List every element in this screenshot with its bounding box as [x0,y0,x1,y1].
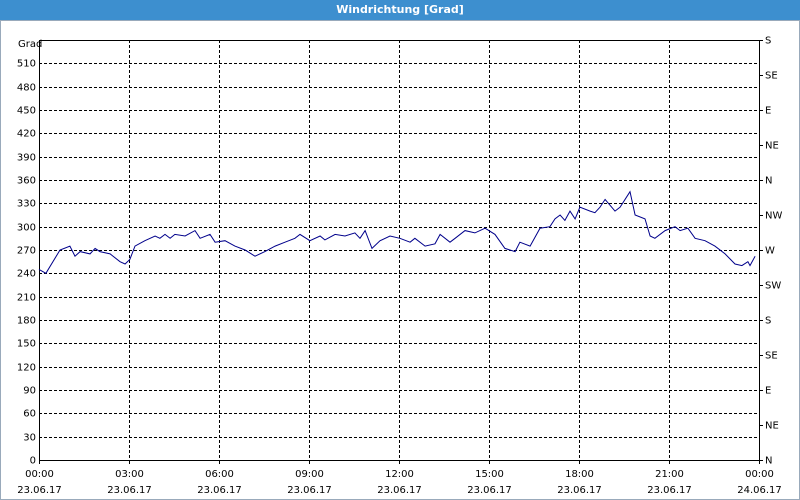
y-tick-label: 480 [17,83,36,94]
y2-tick-label: E [765,386,771,397]
y2-tick-label: E [765,106,771,117]
x-tick-label: 12:00 [385,469,414,480]
y-tick-label: 210 [17,293,36,304]
y-tick-label: 0 [30,456,36,467]
plot-border [39,40,760,461]
data-line [38,190,756,274]
y-tick-label: 270 [17,246,36,257]
y-tick-label: 360 [17,176,36,187]
y-tick-label: 150 [17,339,36,350]
y2-tick-label: NE [765,141,779,152]
x-tick-date: 23.06.17 [647,485,692,496]
x-tick-label: 21:00 [655,469,684,480]
x-tick-date: 23.06.17 [557,485,602,496]
y-tick-label: 510 [17,59,36,70]
y2-tick-label: NE [765,421,779,432]
y-tick-label: 90 [23,386,36,397]
x-tick-date: 23.06.17 [287,485,332,496]
y-tick-label: 450 [17,106,36,117]
x-tick-date: 23.06.17 [17,485,62,496]
y2-tick-label: N [765,176,772,187]
y2-tick-label: S [765,316,771,327]
x-tick-label: 03:00 [115,469,144,480]
y-tick-label: 60 [23,409,36,420]
y2-tick-label: NW [765,211,782,222]
x-tick-date: 23.06.17 [107,485,152,496]
x-tick-date: 24.06.17 [737,485,782,496]
x-tick-date: 23.06.17 [467,485,512,496]
y2-tick-label: N [765,456,772,467]
y-tick-label: 180 [17,316,36,327]
x-tick-label: 09:00 [295,469,324,480]
y-tick-label: 390 [17,153,36,164]
chart-title: Windrichtung [Grad] [336,3,464,16]
x-tick-label: 15:00 [475,469,504,480]
x-tick-label: 00:00 [745,469,774,480]
y2-tick-label: SE [765,71,778,82]
y-tick-label: 120 [17,363,36,374]
y-tick-label: 240 [17,269,36,280]
y-axis-label: Grad [18,39,42,50]
x-tick-date: 23.06.17 [377,485,422,496]
x-tick-label: 18:00 [565,469,594,480]
y-tick-label: 330 [17,199,36,210]
y2-tick-label: SW [765,281,781,292]
title-bar [0,0,800,20]
y-tick-label: 30 [23,433,36,444]
x-tick-date: 23.06.17 [197,485,242,496]
x-tick-label: 00:00 [25,469,54,480]
x-tick-label: 06:00 [205,469,234,480]
y-tick-label: 300 [17,223,36,234]
y2-tick-label: W [765,246,775,257]
y-tick-label: 420 [17,129,36,140]
y2-tick-label: SE [765,351,778,362]
y2-tick-label: S [765,36,771,47]
